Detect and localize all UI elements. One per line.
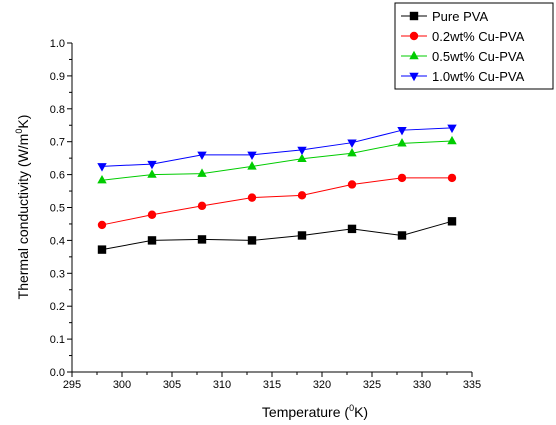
y-axis-title-text: Thermal conductivity (W/m (15, 134, 31, 300)
y-tick-label: 0.3 (50, 268, 65, 280)
data-point (247, 161, 257, 170)
x-tick-label: 335 (463, 379, 481, 391)
legend-label: Pure PVA (432, 9, 488, 24)
y-axis-title-superscript: 0 (14, 129, 24, 134)
data-point (347, 180, 357, 189)
series-2 (97, 135, 457, 184)
data-point (397, 231, 407, 240)
legend-item: Pure PVA (401, 9, 488, 24)
data-point (97, 163, 107, 172)
x-tick-label: 330 (413, 379, 431, 391)
data-point (397, 138, 407, 147)
data-point (347, 224, 357, 234)
data-point (147, 169, 157, 178)
data-point (247, 193, 257, 202)
x-tick-label: 295 (63, 379, 81, 391)
legend-marker (409, 72, 419, 82)
data-point (197, 168, 207, 177)
y-tick-label: 0.1 (50, 334, 65, 346)
y-tick-label: 1.0 (50, 38, 65, 50)
x-axis-title-text: Temperature ( (262, 404, 349, 420)
series-1 (97, 173, 457, 230)
legend-item: 1.0wt% Cu-PVA (401, 69, 525, 84)
legend-item: 0.5wt% Cu-PVA (401, 49, 525, 64)
y-axis: 0.0 0.1 0.2 0.3 0.4 0.5 0.6 0.7 0.8 0.9 1.0 (50, 38, 72, 379)
x-axis: 295 300 305 310 315 320 325 330 335 (63, 372, 481, 391)
x-tick-label: 320 (313, 379, 331, 391)
x-tick-label: 305 (163, 379, 181, 391)
y-tick-label: 0.6 (50, 170, 65, 182)
y-tick-label: 0.9 (50, 71, 65, 83)
legend: Pure PVA 0.2wt% Cu-PVA 0.5wt% Cu-PVA 1.0wt%… (394, 2, 554, 90)
x-tick-label: 310 (213, 379, 231, 391)
y-axis-title-end: K) (15, 115, 31, 129)
x-axis-title: Temperature (0K) (262, 403, 368, 420)
data-point (447, 173, 457, 183)
data-point (97, 174, 107, 184)
legend-item: 0.2wt% Cu-PVA (401, 29, 525, 44)
data-point (147, 160, 157, 170)
y-axis-title: Thermal conductivity (W/m0K) (14, 115, 31, 300)
data-point (397, 126, 407, 136)
x-tick-label: 315 (263, 379, 281, 391)
y-tick-label: 0.0 (50, 367, 65, 379)
legend-label: 0.2wt% Cu-PVA (432, 29, 525, 44)
data-point (447, 124, 457, 134)
x-axis-title-end: K) (354, 404, 368, 420)
data-point (247, 236, 257, 245)
data-point (197, 151, 207, 161)
x-tick-label: 300 (113, 379, 131, 391)
data-point (297, 191, 307, 200)
series-3 (97, 124, 457, 172)
data-point (447, 217, 457, 226)
y-tick-label: 0.4 (50, 235, 65, 247)
data-point (97, 220, 107, 230)
series-line (101, 127, 453, 167)
series-line (101, 140, 453, 181)
data-point (197, 235, 207, 244)
data-point (347, 148, 357, 157)
legend-label: 0.5wt% Cu-PVA (432, 49, 525, 64)
data-point (297, 231, 307, 240)
series-line (101, 177, 452, 226)
x-tick-label: 325 (363, 379, 381, 391)
legend-label: 1.0wt% Cu-PVA (432, 69, 525, 84)
data-point (297, 153, 307, 163)
y-tick-label: 0.8 (50, 104, 65, 116)
y-tick-label: 0.2 (50, 301, 65, 313)
data-point (447, 135, 457, 145)
series-line (101, 220, 453, 251)
data-point (147, 210, 157, 219)
legend-marker (409, 50, 419, 60)
data-point (247, 151, 257, 161)
data-point (147, 236, 157, 245)
data-point (197, 201, 207, 211)
y-tick-label: 0.7 (50, 137, 65, 149)
legend-box (394, 2, 554, 90)
series-0 (97, 217, 457, 254)
x-axis-title-superscript: 0 (349, 403, 354, 413)
series-layer (97, 124, 457, 254)
data-point (97, 245, 107, 254)
data-point (297, 146, 307, 156)
data-point (397, 173, 407, 183)
y-tick-label: 0.5 (50, 203, 65, 215)
legend-marker (409, 31, 419, 41)
data-point (347, 139, 357, 148)
legend-marker (409, 11, 419, 21)
